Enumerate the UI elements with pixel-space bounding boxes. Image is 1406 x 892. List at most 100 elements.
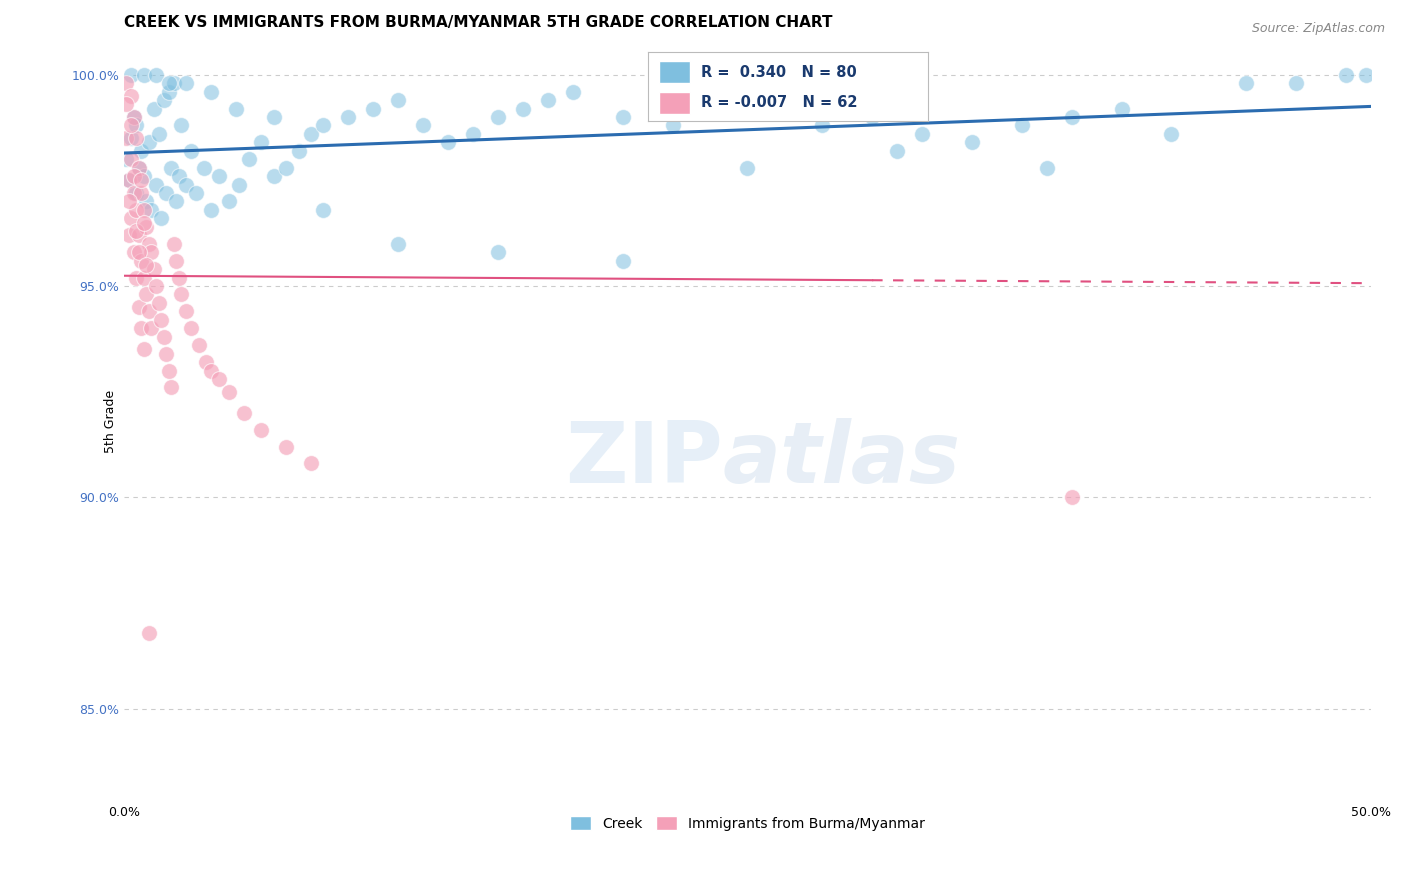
Point (148, 296, 170, 310)
Point (1011, 119, 1033, 133)
Point (167, 270, 190, 285)
Point (118, 173, 141, 187)
Point (200, 85, 222, 99)
Point (145, 68, 167, 82)
Point (165, 194, 187, 209)
Point (263, 169, 285, 183)
Point (153, 93, 176, 107)
Point (412, 119, 434, 133)
Point (125, 119, 148, 133)
Point (612, 110, 634, 124)
Point (132, 169, 155, 183)
Point (299, 127, 322, 141)
Point (274, 440, 297, 454)
Point (135, 194, 157, 209)
Point (131, 173, 153, 187)
Point (115, 152, 138, 166)
Point (120, 131, 142, 145)
Point (132, 343, 155, 357)
Point (128, 300, 150, 314)
Point (200, 363, 222, 377)
Point (163, 236, 186, 251)
Point (661, 119, 683, 133)
Point (118, 194, 141, 209)
Point (132, 216, 155, 230)
Point (118, 173, 141, 187)
Point (186, 186, 208, 200)
Point (128, 245, 150, 260)
Point (132, 270, 155, 285)
Point (208, 372, 231, 386)
Point (135, 219, 157, 234)
Point (337, 110, 360, 124)
Point (122, 245, 145, 260)
Point (1160, 127, 1182, 141)
Point (142, 102, 165, 116)
Point (115, 131, 138, 145)
Point (115, 97, 138, 112)
Text: ZIP: ZIP (565, 417, 723, 500)
Point (208, 169, 231, 183)
Point (125, 186, 148, 200)
Point (218, 194, 240, 209)
Y-axis label: 5th Grade: 5th Grade (104, 390, 117, 453)
Point (135, 258, 157, 272)
Point (148, 127, 170, 141)
Point (250, 136, 273, 150)
Point (1060, 110, 1083, 124)
Point (141, 245, 163, 260)
Point (180, 144, 202, 158)
Point (1036, 161, 1059, 175)
Point (132, 202, 155, 217)
Point (157, 85, 180, 99)
Point (274, 161, 297, 175)
Point (157, 363, 180, 377)
Point (120, 68, 142, 82)
Point (737, 161, 759, 175)
Point (145, 279, 167, 293)
Point (561, 85, 583, 99)
Point (612, 253, 634, 268)
Point (165, 253, 187, 268)
Point (387, 93, 409, 107)
Point (176, 76, 198, 90)
Point (141, 321, 163, 335)
Point (131, 253, 153, 268)
Point (512, 102, 534, 116)
Point (122, 110, 145, 124)
Point (160, 380, 183, 394)
Point (312, 119, 335, 133)
Point (167, 169, 190, 183)
Point (1111, 102, 1133, 116)
Point (486, 245, 509, 260)
Text: Source: ZipAtlas.com: Source: ZipAtlas.com (1251, 22, 1385, 36)
Point (238, 152, 260, 166)
Point (128, 228, 150, 243)
Point (125, 131, 148, 145)
Point (138, 136, 160, 150)
Point (125, 202, 148, 217)
Point (911, 127, 934, 141)
Point (250, 423, 273, 437)
Point (1234, 76, 1257, 90)
Point (176, 178, 198, 192)
Point (486, 110, 509, 124)
Point (128, 161, 150, 175)
Point (200, 202, 222, 217)
Point (135, 287, 157, 301)
Point (1285, 76, 1308, 90)
Point (155, 346, 177, 360)
Point (118, 228, 141, 243)
Point (711, 102, 734, 116)
Point (125, 224, 148, 238)
Point (141, 202, 163, 217)
Point (120, 152, 142, 166)
Point (218, 384, 240, 399)
Point (170, 119, 193, 133)
Point (1355, 68, 1378, 82)
Point (228, 178, 250, 192)
Point (860, 110, 883, 124)
Point (176, 304, 198, 318)
Point (157, 76, 180, 90)
Point (761, 93, 783, 107)
